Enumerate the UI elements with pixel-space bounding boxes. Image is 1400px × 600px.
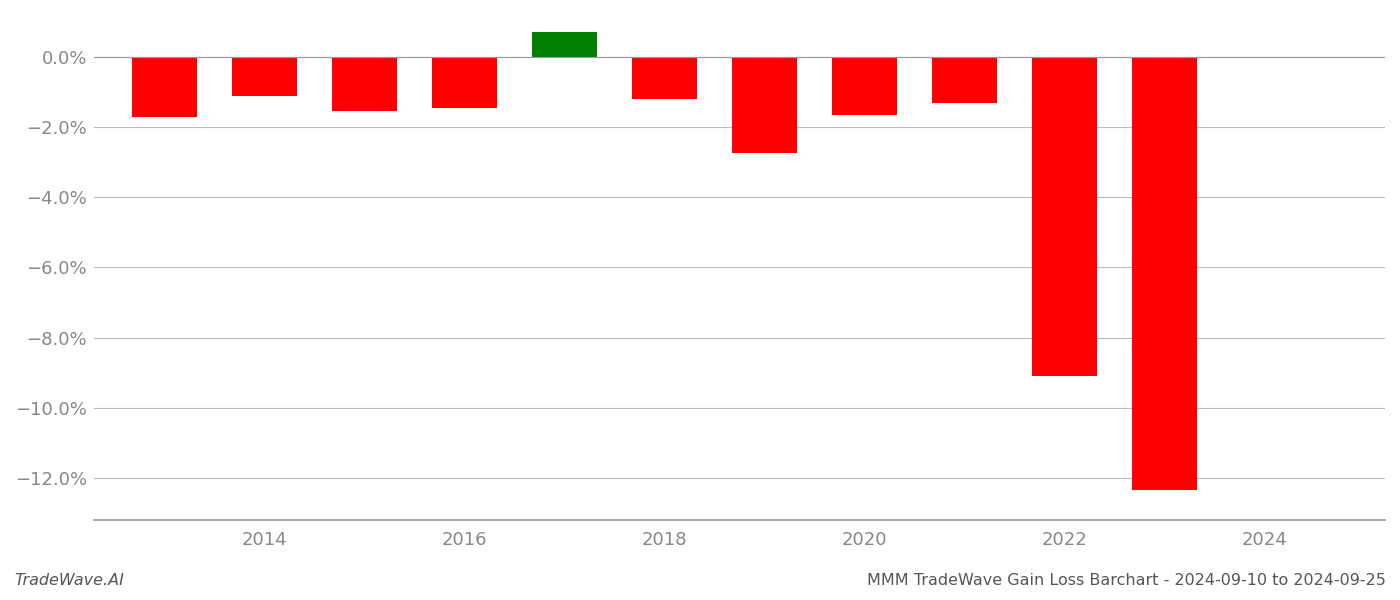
- Bar: [332, 57, 396, 112]
- Bar: [1032, 57, 1098, 376]
- Text: TradeWave.AI: TradeWave.AI: [14, 573, 123, 588]
- Bar: [1133, 57, 1197, 490]
- Bar: [631, 57, 697, 99]
- Bar: [832, 57, 897, 115]
- Bar: [732, 57, 797, 154]
- Bar: [132, 57, 196, 116]
- Bar: [231, 57, 297, 95]
- Bar: [431, 57, 497, 108]
- Bar: [532, 32, 596, 57]
- Bar: [932, 57, 997, 103]
- Text: MMM TradeWave Gain Loss Barchart - 2024-09-10 to 2024-09-25: MMM TradeWave Gain Loss Barchart - 2024-…: [867, 573, 1386, 588]
